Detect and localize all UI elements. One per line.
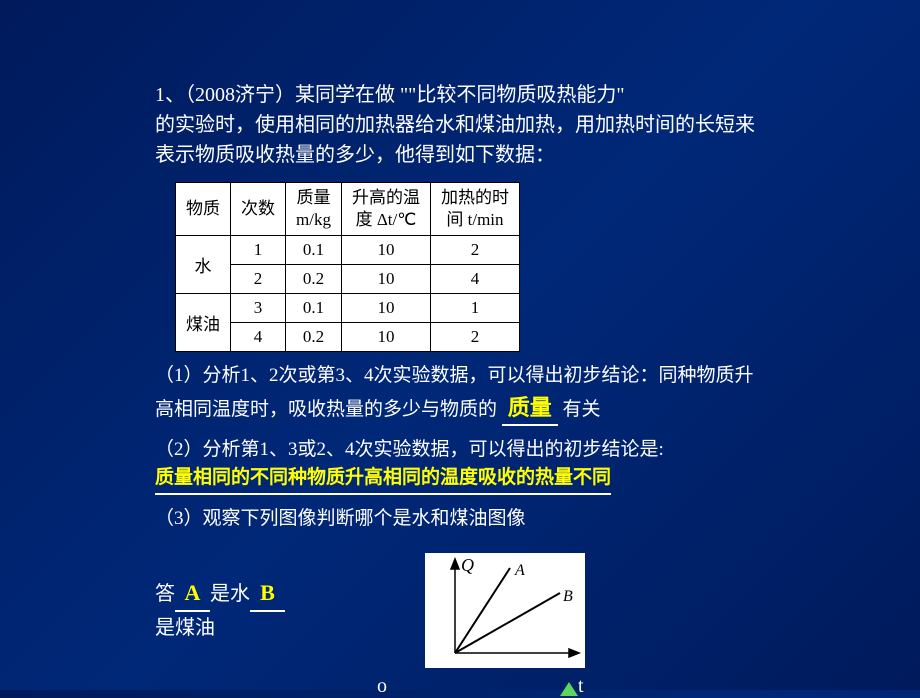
- answer-a: A: [185, 580, 201, 605]
- data-table-container: 物质次数质量m/kg升高的温度 Δt/℃加热的时间 t/min 水10.1102…: [175, 182, 765, 352]
- data-cell: 10: [341, 294, 430, 323]
- data-cell: 1: [231, 236, 286, 265]
- data-cell: 2: [231, 265, 286, 294]
- table-header: 升高的温度 Δt/℃: [341, 183, 430, 236]
- data-cell: 0.1: [286, 236, 342, 265]
- data-cell: 10: [341, 265, 430, 294]
- q1-answer: 质量: [502, 391, 558, 426]
- graph: Q A B: [425, 553, 585, 668]
- material-cell: 水: [176, 236, 231, 294]
- q1-suffix: 有关: [563, 399, 601, 420]
- data-cell: 10: [341, 236, 430, 265]
- svg-text:Q: Q: [461, 555, 474, 575]
- table-row: 煤油30.1101: [176, 294, 520, 323]
- q2-text: （2）分析第1、3或2、4次实验数据，可以得出的初步结论是:: [155, 439, 664, 460]
- q3-text: （3）观察下列图像判断哪个是水和煤油图像: [155, 508, 526, 529]
- problem-line2: 的实验时，使用相同的加热器给水和煤油加热，用加热时间的长短来表示物质吸收热量的多…: [155, 114, 755, 166]
- table-header: 次数: [231, 183, 286, 236]
- data-cell: 4: [430, 265, 519, 294]
- svg-text:B: B: [563, 588, 573, 605]
- material-cell: 煤油: [176, 294, 231, 352]
- data-cell: 0.1: [286, 294, 342, 323]
- answer-block: 答A 是水 B 是煤油: [155, 575, 285, 644]
- table-row: 水10.1102: [176, 236, 520, 265]
- table-header: 加热的时间 t/min: [430, 183, 519, 236]
- question-1: （1）分析1、2次或第3、4次实验数据，可以得出初步结论：同种物质升高相同温度时…: [155, 362, 765, 426]
- svg-text:A: A: [514, 562, 525, 579]
- data-cell: 1: [430, 294, 519, 323]
- answer-mid: 是水: [210, 583, 250, 605]
- question-3: （3）观察下列图像判断哪个是水和煤油图像: [155, 505, 765, 534]
- data-cell: 2: [430, 323, 519, 352]
- graph-svg: Q A B: [425, 553, 585, 668]
- question-2: （2）分析第1、3或2、4次实验数据，可以得出的初步结论是: 质量相同的不同种物…: [155, 436, 765, 495]
- answer-b: B: [260, 580, 275, 605]
- table-header: 质量m/kg: [286, 183, 342, 236]
- problem-line1: 1、（2008济宁）某同学在做 ""比较不同物质吸热能力": [155, 84, 625, 106]
- x-axis-label: t: [578, 675, 584, 698]
- q2-answer: 质量相同的不同种物质升高相同的温度吸收的热量不同: [155, 464, 611, 495]
- data-cell: 4: [231, 323, 286, 352]
- data-cell: 3: [231, 294, 286, 323]
- cursor-icon: [560, 682, 578, 696]
- data-cell: 0.2: [286, 323, 342, 352]
- data-cell: 10: [341, 323, 430, 352]
- q1-text: （1）分析1、2次或第3、4次实验数据，可以得出初步结论：同种物质升高相同温度时…: [155, 365, 754, 420]
- data-cell: 0.2: [286, 265, 342, 294]
- answer-suffix: 是煤油: [155, 617, 215, 639]
- table-header: 物质: [176, 183, 231, 236]
- data-table: 物质次数质量m/kg升高的温度 Δt/℃加热的时间 t/min 水10.1102…: [175, 182, 520, 352]
- problem-intro: 1、（2008济宁）某同学在做 ""比较不同物质吸热能力" 的实验时，使用相同的…: [155, 80, 765, 170]
- data-cell: 2: [430, 236, 519, 265]
- answer-prefix: 答: [155, 583, 175, 605]
- origin-label: o: [377, 675, 387, 698]
